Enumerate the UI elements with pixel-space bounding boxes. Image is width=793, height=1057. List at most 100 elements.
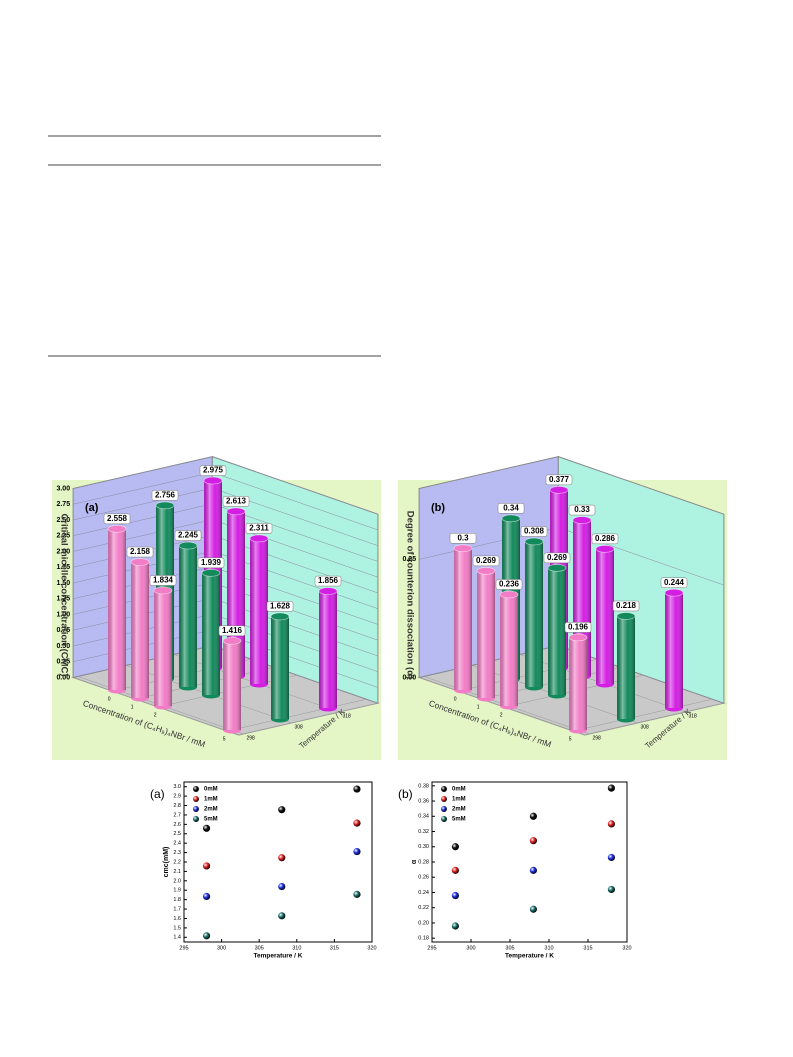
value-label: 0.34 bbox=[503, 503, 519, 512]
legend-marker bbox=[441, 786, 447, 792]
value-label-box bbox=[495, 579, 523, 590]
x-tick-label: 300 bbox=[466, 945, 475, 951]
bar-top bbox=[178, 541, 198, 550]
y-tick-label: 1.8 bbox=[173, 897, 181, 903]
bar-top bbox=[203, 476, 223, 485]
bar-top bbox=[130, 558, 150, 566]
legend-marker bbox=[441, 806, 447, 812]
bar-top bbox=[568, 633, 588, 642]
bar-top bbox=[453, 544, 473, 553]
legend-label: 2mM bbox=[452, 807, 466, 813]
point bbox=[529, 905, 538, 913]
value-label-box bbox=[245, 523, 273, 534]
y-tick-label: 0.50 bbox=[56, 643, 70, 650]
value-label-box bbox=[660, 577, 688, 588]
y-axis-label: α bbox=[411, 859, 418, 864]
y-tick-label: 1.4 bbox=[173, 935, 181, 941]
value-label: 2.245 bbox=[178, 531, 199, 540]
x-tick-label: 315 bbox=[583, 945, 592, 951]
point bbox=[607, 820, 616, 828]
x-tick-label: 295 bbox=[179, 945, 188, 951]
value-label-box bbox=[103, 513, 131, 525]
bar-top bbox=[270, 612, 290, 621]
y-tick-label: 0.28 bbox=[418, 859, 429, 865]
legend-marker bbox=[441, 796, 447, 802]
bar-top bbox=[549, 486, 569, 494]
y-tick-label: 2.0 bbox=[173, 878, 181, 884]
bar-shade bbox=[477, 570, 495, 698]
bar-top bbox=[153, 586, 173, 595]
bar-shade bbox=[665, 592, 683, 708]
value-label: 1.834 bbox=[153, 576, 174, 585]
y-tick-label: 0.34 bbox=[418, 814, 429, 820]
bar-top bbox=[476, 567, 496, 575]
point bbox=[607, 784, 616, 792]
panel-label: (b) bbox=[431, 502, 445, 514]
y-tick-label: 2.2 bbox=[173, 859, 181, 865]
y-tick-label: 0.00 bbox=[402, 674, 416, 681]
y-tick-label: 1.7 bbox=[173, 907, 181, 913]
x-tick-label: 300 bbox=[217, 945, 226, 951]
y-tick-label: 3.0 bbox=[173, 784, 181, 790]
y-tick-label: 0.25 bbox=[402, 556, 416, 563]
z-tick-label: 308 bbox=[295, 724, 304, 730]
bar-top bbox=[499, 590, 519, 599]
floor-grid-line bbox=[227, 698, 367, 732]
y-axis-label: Degree of counterion dissociation (α) bbox=[404, 511, 415, 679]
value-label: 2.311 bbox=[249, 524, 269, 533]
panel-label: (a) bbox=[85, 502, 99, 514]
value-label: 1.939 bbox=[201, 558, 222, 567]
point bbox=[529, 866, 538, 874]
bar-shade bbox=[548, 567, 566, 695]
bar-shade bbox=[202, 572, 220, 695]
y-tick-label: 0.22 bbox=[418, 905, 429, 911]
bar-shade bbox=[319, 591, 337, 708]
point bbox=[529, 812, 538, 820]
value-label: 0.196 bbox=[568, 622, 589, 631]
y-tick-label: 2.7 bbox=[173, 812, 181, 818]
y-tick-label: 2.50 bbox=[56, 517, 70, 524]
value-label: 0.33 bbox=[574, 505, 590, 514]
point bbox=[353, 819, 361, 827]
y-tick-label: 0.75 bbox=[56, 627, 70, 634]
z-tick-label: 308 bbox=[641, 724, 650, 730]
value-label-box bbox=[497, 503, 525, 514]
value-label-box bbox=[314, 575, 342, 587]
bar-top bbox=[616, 612, 636, 620]
point bbox=[607, 885, 616, 894]
bar-top bbox=[155, 501, 175, 510]
legend-marker bbox=[193, 796, 199, 802]
bar-top bbox=[226, 507, 246, 516]
value-label-box bbox=[218, 625, 246, 637]
y-tick-label: 1.6 bbox=[173, 916, 181, 922]
value-label-box bbox=[520, 526, 548, 537]
y-tick-label: 2.75 bbox=[56, 501, 70, 508]
y-tick-label: 0.00 bbox=[56, 674, 70, 681]
y-axis-label: Critical micelle concentration (CMC) bbox=[58, 513, 69, 676]
value-label-box bbox=[151, 490, 179, 501]
bar-shade bbox=[108, 528, 126, 690]
x-tick-label: 310 bbox=[544, 945, 553, 951]
legend-label: 1mM bbox=[204, 797, 218, 803]
plot-frame bbox=[183, 781, 373, 943]
y-tick-label: 0.30 bbox=[418, 844, 429, 850]
y-tick-label: 0.25 bbox=[56, 659, 70, 666]
bar-top bbox=[501, 514, 521, 523]
bar-top bbox=[249, 534, 269, 543]
y-tick-label: 1.5 bbox=[173, 925, 181, 931]
bar-shade bbox=[179, 545, 197, 687]
x-axis-label: Temperature / K bbox=[253, 953, 302, 960]
legend-marker bbox=[193, 816, 199, 822]
y-tick-label: 0.24 bbox=[418, 890, 429, 896]
point bbox=[202, 824, 211, 832]
bar-top bbox=[222, 636, 242, 645]
point bbox=[451, 922, 459, 930]
value-label: 0.269 bbox=[476, 556, 497, 565]
value-label: 2.158 bbox=[130, 547, 151, 556]
bar-shade bbox=[500, 594, 518, 706]
grid-line bbox=[73, 456, 378, 515]
bar-shade bbox=[569, 637, 587, 730]
y-tick-label: 2.6 bbox=[173, 822, 181, 828]
value-label-box bbox=[126, 546, 154, 558]
